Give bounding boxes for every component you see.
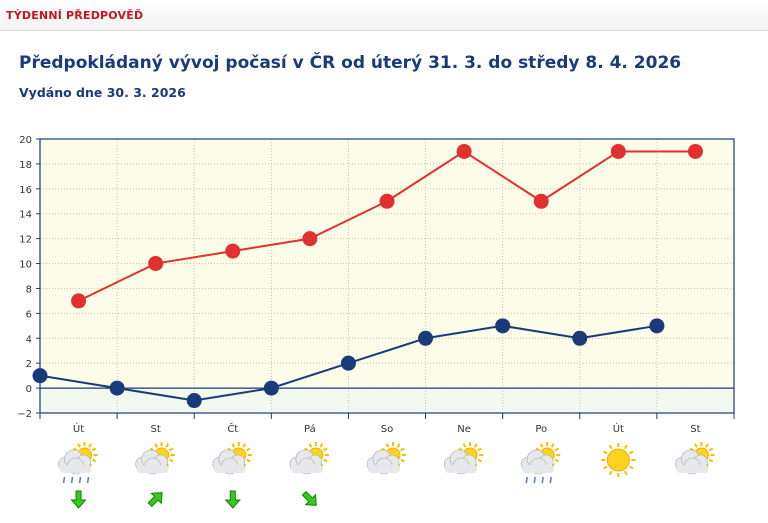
x-tick-label: St <box>151 424 161 435</box>
south-east-icon <box>301 490 317 506</box>
south-icon <box>224 490 241 509</box>
data-point-0-6 <box>533 193 549 209</box>
sun-cloud-icon <box>443 442 484 475</box>
x-tick-label: Čt <box>227 422 238 435</box>
data-point-0-5 <box>456 143 472 159</box>
forecast-chart: −2 0 2 4 6 8 10 12 14 16 18 20 Út St Čt Pá So Ne Po Út St <box>17 135 735 509</box>
data-point-0-7 <box>610 143 626 159</box>
y-tick-label: 10 <box>19 260 32 271</box>
x-tick-label: Út <box>613 422 624 435</box>
data-point-1-3 <box>263 380 279 396</box>
sun-cloud-icon <box>289 442 329 475</box>
issued-date: Vydáno dne 30. 3. 2026 <box>19 85 186 100</box>
sun-cloud-rain-icon <box>520 442 561 484</box>
x-tick-label: So <box>381 424 393 435</box>
x-tick-label: St <box>690 424 700 435</box>
cloud-sun-icon <box>366 442 406 475</box>
y-tick-label: 16 <box>19 185 32 196</box>
data-point-1-4 <box>340 355 356 371</box>
data-point-0-8 <box>687 143 703 159</box>
plot-frame <box>39 138 735 414</box>
data-point-0-0 <box>71 293 87 309</box>
y-tick-label: 4 <box>26 334 32 345</box>
data-point-0-3 <box>302 231 318 247</box>
sun-cloud-snow-icon <box>58 442 98 484</box>
y-tick-label: 0 <box>26 384 32 395</box>
x-tick-label: Pá <box>304 423 316 435</box>
sun-cloud-icon <box>135 442 175 475</box>
below-zero-area <box>40 388 734 413</box>
sun-cloud-icon <box>212 442 252 475</box>
data-point-0-2 <box>225 243 241 259</box>
page-title: Předpokládaný vývoj počasí v ČR od úterý… <box>19 53 682 73</box>
y-tick-label: 8 <box>26 284 32 295</box>
data-point-1-1 <box>109 380 125 396</box>
y-tick-label: 2 <box>26 359 32 370</box>
y-tick-label: 6 <box>26 309 32 320</box>
section-header: TÝDENNÍ PŘEDPOVĚĎ <box>0 0 768 31</box>
y-tick-label: 14 <box>19 210 32 221</box>
y-tick-label: 18 <box>19 160 32 171</box>
sun-icon <box>601 443 636 477</box>
south-icon <box>70 490 87 509</box>
data-point-0-4 <box>379 193 395 209</box>
data-point-1-8 <box>649 318 665 334</box>
sun-cloud-icon <box>675 442 715 475</box>
data-point-1-5 <box>418 330 434 346</box>
north-east-icon <box>147 492 163 508</box>
x-tick-label: Po <box>535 424 547 435</box>
y-tick-label: −2 <box>17 409 32 420</box>
x-tick-label: Út <box>73 422 84 435</box>
data-point-1-0 <box>32 368 48 384</box>
section-title: TÝDENNÍ PŘEDPOVĚĎ <box>6 9 144 22</box>
x-tick-label: Ne <box>457 424 471 435</box>
data-point-1-2 <box>186 393 202 409</box>
y-tick-label: 12 <box>19 235 32 246</box>
data-point-1-6 <box>495 318 511 334</box>
data-point-1-7 <box>572 330 588 346</box>
y-tick-label: 20 <box>19 135 32 146</box>
data-point-0-1 <box>148 256 164 272</box>
